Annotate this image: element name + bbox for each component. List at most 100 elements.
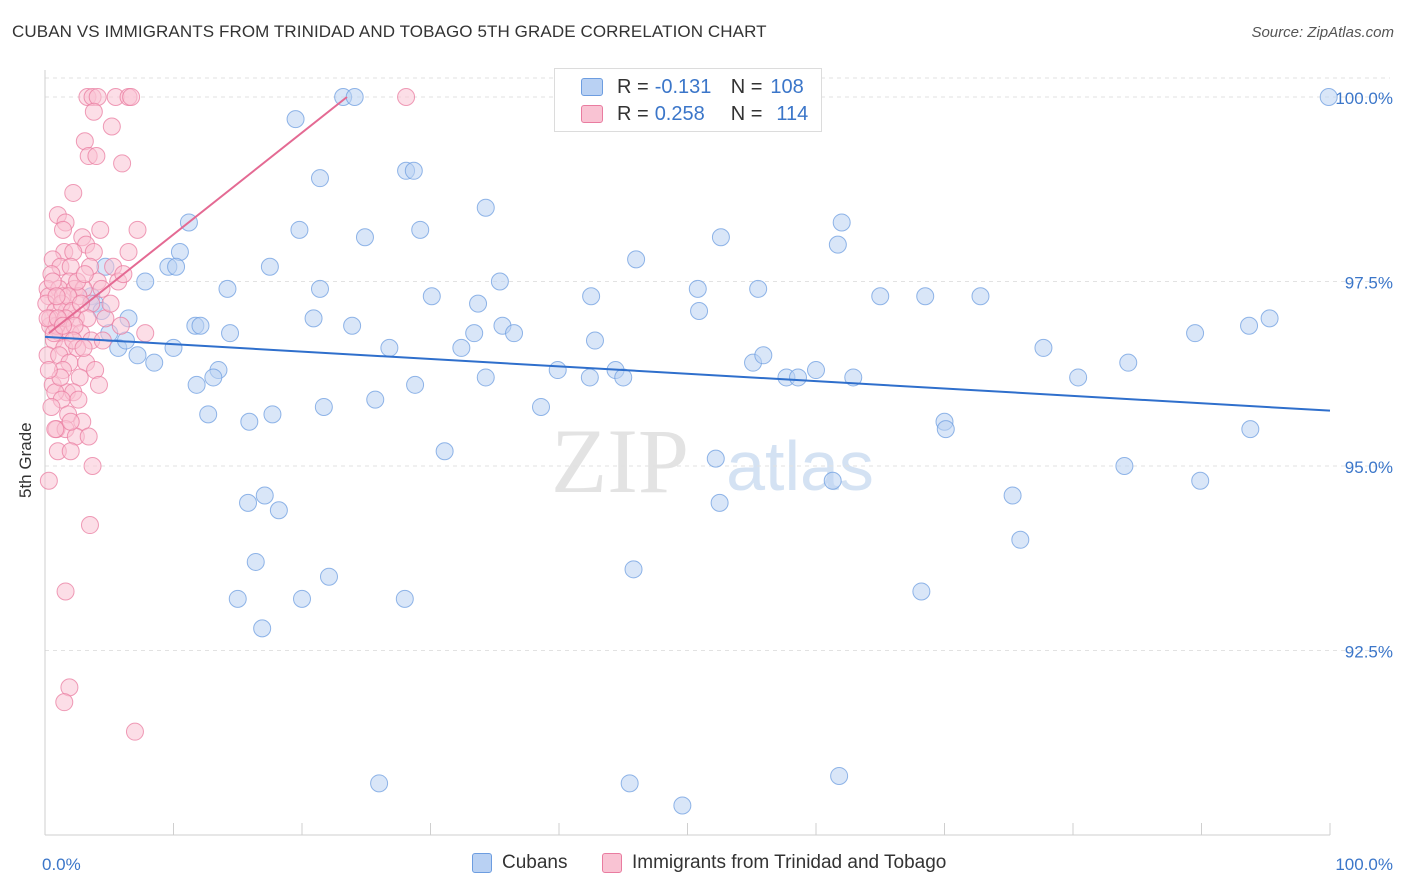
point-0-87 [246, 552, 265, 571]
point-0-105 [620, 774, 639, 793]
grid [45, 77, 1390, 651]
point-0-58 [476, 368, 495, 387]
n-label: N = [730, 75, 763, 98]
point-0-30 [916, 287, 935, 306]
chart-title: CUBAN VS IMMIGRANTS FROM TRINIDAD AND TO… [12, 22, 767, 41]
point-0-13 [832, 213, 851, 232]
point-0-80 [936, 420, 955, 439]
point-1-75 [61, 442, 80, 461]
point-0-52 [128, 346, 147, 365]
point-0-3 [286, 110, 305, 129]
point-0-97 [1034, 338, 1053, 357]
point-1-37 [92, 279, 111, 298]
point-0-95 [1115, 457, 1134, 475]
point-0-86 [1011, 530, 1030, 549]
point-0-66 [789, 368, 808, 387]
point-0-81 [239, 493, 258, 512]
point-0-21 [260, 257, 279, 276]
point-1-107 [89, 375, 108, 394]
y-tick-label-1: 97.5% [1345, 274, 1393, 293]
point-0-70 [199, 405, 218, 424]
point-1-12 [113, 154, 132, 173]
point-0-71 [240, 412, 259, 431]
point-0-27 [582, 287, 601, 306]
n-label: N = [730, 102, 763, 125]
point-1-78 [56, 582, 75, 601]
point-1-2 [88, 88, 107, 106]
watermark-zip: ZIP [551, 410, 689, 512]
source-label: Source: ZipAtlas.com [1251, 24, 1394, 41]
point-0-69 [187, 375, 206, 394]
trend-lines [44, 96, 1331, 412]
point-1-9 [75, 132, 94, 151]
y-axis-title: 5th Grade [16, 422, 35, 498]
point-0-77 [706, 449, 725, 468]
point-0-85 [1003, 486, 1022, 505]
y-tick-label-2: 95.0% [1345, 458, 1393, 477]
point-1-17 [91, 220, 110, 239]
series-1 [37, 88, 416, 741]
point-1-112 [39, 361, 58, 380]
point-0-10 [355, 228, 374, 247]
point-0-12 [828, 235, 847, 254]
point-1-73 [79, 427, 98, 446]
point-0-47 [690, 302, 709, 321]
point-1-7 [84, 102, 103, 121]
bottom-swatch-cubans [472, 853, 492, 873]
point-0-107 [673, 796, 692, 815]
axes [44, 70, 1331, 836]
point-0-93 [624, 560, 643, 579]
point-0-53 [145, 353, 164, 372]
point-0-72 [263, 405, 282, 424]
point-0-2 [1319, 88, 1338, 106]
y-tick-label-0: 100.0% [1335, 89, 1393, 108]
point-0-68 [844, 368, 863, 387]
point-0-15 [170, 242, 189, 261]
point-0-91 [253, 619, 272, 638]
point-0-57 [406, 375, 425, 394]
point-0-102 [1260, 309, 1279, 328]
point-0-88 [319, 567, 338, 586]
bottom-swatch-trinidad [602, 853, 622, 873]
point-1-8 [102, 117, 121, 136]
point-0-45 [505, 324, 524, 343]
point-0-29 [871, 287, 890, 306]
point-1-99 [74, 338, 93, 357]
point-0-78 [823, 471, 842, 490]
x-tick-label-1: 100.0% [1335, 855, 1393, 874]
point-0-89 [293, 589, 311, 608]
point-0-20 [167, 257, 186, 276]
legend-row-cubans: R = -0.131 N = 108 [555, 74, 804, 100]
bottom-label-cubans: Cubans [502, 852, 568, 873]
point-0-101 [1240, 316, 1259, 335]
point-1-80 [55, 693, 74, 712]
point-0-99 [1191, 471, 1210, 490]
point-0-96 [1069, 368, 1088, 387]
point-0-56 [204, 368, 223, 387]
point-1-19 [128, 220, 147, 239]
point-1-104 [111, 316, 130, 335]
point-0-14 [711, 228, 730, 247]
point-0-54 [164, 338, 183, 357]
point-0-4 [310, 169, 329, 188]
point-1-88 [75, 265, 94, 284]
point-1-77 [80, 516, 99, 535]
point-0-75 [435, 442, 454, 461]
point-0-28 [688, 279, 707, 298]
point-1-108 [61, 412, 80, 431]
point-0-62 [614, 368, 633, 387]
trend-line-1 [48, 96, 348, 334]
point-0-43 [465, 324, 484, 343]
point-0-100 [1186, 324, 1205, 343]
bottom-legend-trinidad: Immigrants from Trinidad and Tobago [602, 852, 946, 874]
point-0-31 [971, 287, 990, 306]
point-0-39 [304, 309, 323, 328]
legend-row-trinidad: R = 0.258 N = 114 [555, 101, 808, 127]
point-1-106 [86, 361, 105, 380]
point-0-25 [422, 287, 441, 306]
point-0-22 [490, 272, 509, 291]
point-0-48 [749, 279, 768, 298]
point-1-103 [136, 324, 155, 343]
point-0-16 [627, 250, 646, 269]
point-0-6 [404, 161, 423, 180]
